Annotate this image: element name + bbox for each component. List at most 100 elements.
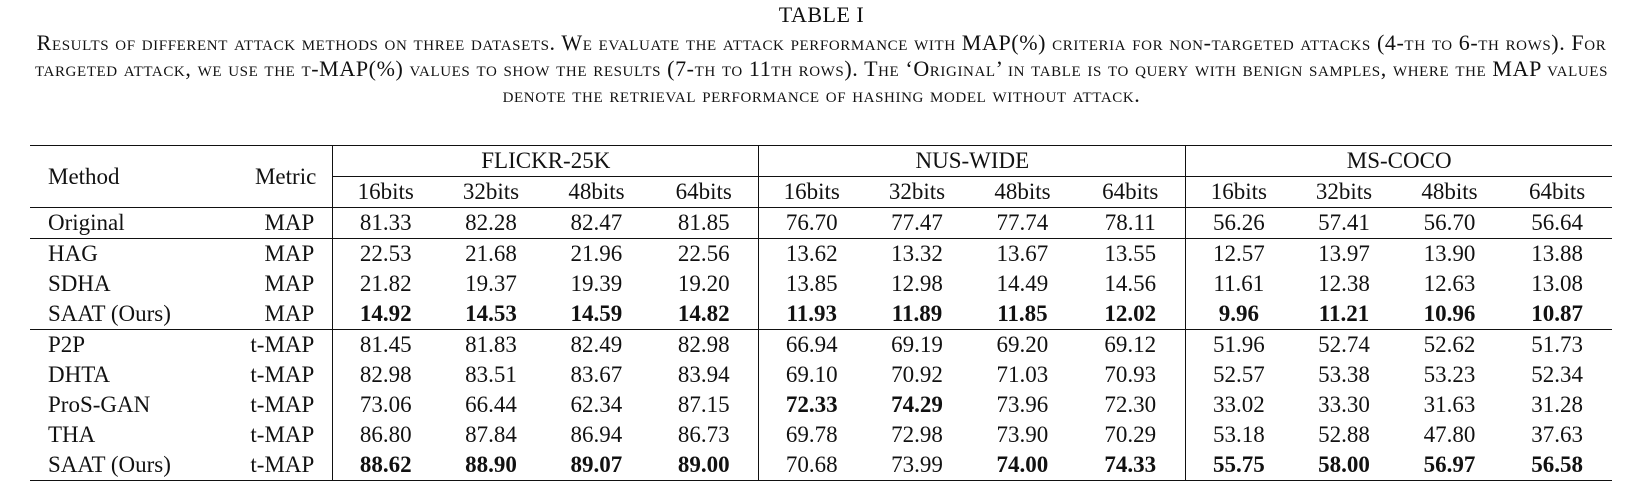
value-cell: 13.62 [758,238,865,269]
header-row-datasets: Method Metric FLICKR-25K NUS-WIDE MS-COC… [30,145,1612,208]
value-cell: 10.96 [1423,301,1476,326]
method-cell: SAAT (Ours) [48,301,171,326]
value-cell: 12.63 [1423,271,1476,296]
bits-header-cell: 32bits [462,179,520,204]
value-cell: 52.34 [1531,362,1583,387]
value-cell: 19.37 [465,271,517,296]
table-row: SAAT (Ours) t-MAP 88.62 88.90 89.07 89.00 70.6… [30,450,1612,481]
header-row-bits: 16bits 32bits 48bits 64bits 16bits 32bits 48bi… [30,176,1612,208]
value-cell: 77.47 [864,207,970,239]
value-cell: 13.85 [758,269,865,299]
value-cell: 86.80 [332,420,439,450]
value-cell: 52.74 [1291,329,1397,360]
table-caption: Results of different attack methods on t… [34,30,1609,107]
value-cell: 13.88 [1502,238,1612,269]
value-cell: 74.29 [891,392,943,417]
value-cell: 11.85 [997,301,1048,326]
bits-header-cell: 48bits [1421,179,1478,204]
value-cell: 88.62 [332,450,439,481]
value-cell: 83.94 [677,362,730,387]
metric-cell: MAP [264,301,315,326]
table-row: SDHA MAP 21.82 19.37 19.39 19.20 13.85 12.98 14.… [30,269,1612,299]
value-cell: 66.44 [465,392,517,417]
metric-cell: MAP [226,238,333,269]
table-row: Original MAP 81.33 82.28 82.47 81.85 76.70 77.4… [30,207,1612,239]
value-cell: 69.20 [969,329,1076,360]
value-cell: 72.98 [891,422,943,447]
value-cell: 83.51 [465,362,517,387]
value-cell: 14.82 [677,301,730,326]
value-cell: 57.41 [1291,207,1397,239]
value-cell: 31.63 [1423,392,1476,417]
bits-header-cell: 32bits [1315,179,1373,204]
value-cell: 14.53 [465,301,517,326]
value-cell: 12.57 [1185,238,1292,269]
bits-header-cell: 32bits [888,179,946,204]
value-cell: 14.59 [570,301,623,326]
value-cell: 14.49 [996,271,1049,296]
dataset-header-mscoco: MS-COCO [1185,145,1612,177]
value-cell: 73.99 [864,450,970,481]
value-cell: 21.96 [543,238,650,269]
value-cell: 70.93 [1104,362,1157,387]
value-cell: 33.02 [1185,390,1292,420]
metric-cell: t-MAP [226,329,333,360]
value-cell: 21.82 [332,269,439,299]
value-cell: 78.11 [1075,207,1186,239]
bits-header-cell: 64bits [675,179,732,204]
value-cell: 81.85 [649,207,759,239]
value-cell: 73.06 [332,390,439,420]
bits-header-cell: 64bits [1102,179,1159,204]
value-cell: 22.53 [332,238,439,269]
value-cell: 81.45 [332,329,439,360]
method-cell: Original [30,207,227,239]
table-row: ProS-GAN t-MAP 73.06 66.44 62.34 87.15 72.33 74… [30,390,1612,420]
value-cell: 37.63 [1531,422,1583,447]
value-cell: 11.93 [758,299,865,330]
value-cell: 56.64 [1502,207,1612,239]
value-cell: 53.18 [1185,420,1292,450]
bits-header-cell: 16bits [332,176,439,208]
value-cell: 56.58 [1502,450,1612,481]
value-cell: 76.70 [758,207,865,239]
value-cell: 69.12 [1075,329,1186,360]
value-cell: 52.57 [1185,360,1292,390]
value-cell: 12.02 [1104,301,1157,326]
value-cell: 19.20 [677,271,730,296]
value-cell: 72.30 [1104,392,1157,417]
value-cell: 52.62 [1396,329,1503,360]
value-cell: 9.96 [1185,299,1292,330]
value-cell: 89.00 [649,450,759,481]
value-cell: 11.21 [1318,301,1370,326]
value-cell: 86.94 [570,422,623,447]
value-cell: 56.97 [1396,450,1503,481]
value-cell: 11.89 [891,301,943,326]
value-cell: 82.98 [649,329,759,360]
method-cell: SDHA [48,271,111,296]
value-cell: 73.90 [996,422,1049,447]
value-cell: 22.56 [649,238,759,269]
method-cell: HAG [30,238,227,269]
value-cell: 13.08 [1531,271,1583,296]
value-cell: 82.28 [438,207,544,239]
value-cell: 73.96 [996,392,1049,417]
bits-header-cell: 16bits [758,176,865,208]
value-cell: 52.88 [1318,422,1370,447]
value-cell: 31.28 [1531,392,1583,417]
value-cell: 13.32 [864,238,970,269]
metric-cell: t-MAP [226,450,333,481]
value-cell: 33.30 [1318,392,1370,417]
metric-header: Metric [226,145,333,208]
value-cell: 55.75 [1185,450,1292,481]
results-table: Method Metric FLICKR-25K NUS-WIDE MS-COC… [30,145,1612,481]
value-cell: 13.97 [1291,238,1397,269]
table-row: HAG MAP 22.53 21.68 21.96 22.56 13.62 13.32 13.6… [30,238,1612,269]
value-cell: 71.03 [996,362,1049,387]
value-cell: 89.07 [543,450,650,481]
value-cell: 74.33 [1075,450,1186,481]
bits-header-cell: 64bits [1528,179,1586,204]
value-cell: 66.94 [758,329,865,360]
value-cell: 21.68 [438,238,544,269]
bits-header-cell: 48bits [994,179,1051,204]
bits-header-cell: 16bits [1185,176,1292,208]
